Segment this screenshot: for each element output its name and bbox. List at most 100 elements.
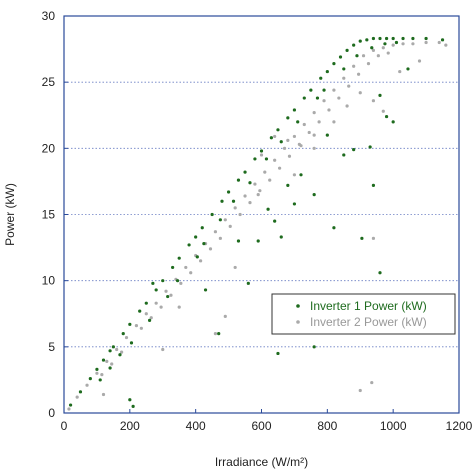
series-1-point [88, 376, 92, 381]
series-1-point [342, 153, 346, 157]
series-1-point [312, 345, 316, 349]
series-2-point [134, 324, 139, 328]
series-1-point [292, 108, 297, 112]
series-2-point [253, 182, 257, 186]
series-1-point [210, 212, 214, 217]
series-1-point [286, 183, 290, 187]
x-tick-label-400: 400 [186, 419, 206, 433]
series-2-point [332, 120, 336, 124]
series-1-point [371, 183, 376, 187]
series-2-point [278, 166, 282, 170]
series-inverter-2-points [67, 40, 448, 411]
series-2-point [371, 236, 376, 240]
series-1-point [129, 341, 134, 345]
legend-box [271, 293, 456, 335]
series-2-point [263, 170, 267, 174]
series-1-point [200, 226, 204, 230]
series-2-point [233, 206, 237, 210]
x-axis-label: Irradiance (W/m²) [215, 455, 308, 469]
series-1-point [269, 136, 273, 140]
series-2-point [259, 153, 264, 157]
series-1-point [322, 88, 326, 92]
series-2-point [302, 122, 306, 127]
series-1-point [195, 255, 199, 259]
series-1-point [248, 181, 252, 185]
series-1-point [111, 345, 115, 349]
series-2-point [256, 193, 260, 197]
series-1-point [384, 114, 389, 119]
series-1-point [128, 322, 132, 326]
series-2-point [228, 224, 232, 229]
series-1-point [325, 69, 329, 74]
series-2-point [124, 335, 129, 340]
series-1-point [411, 36, 415, 41]
y-tick-label-10: 10 [42, 274, 56, 288]
series-1-point [95, 367, 99, 371]
series-2-point [149, 316, 153, 320]
series-1-point [332, 62, 336, 66]
series-2-point [312, 146, 316, 150]
series-2-point [292, 134, 297, 139]
x-tick-label-800: 800 [317, 419, 337, 433]
legend-marker-inverter-2 [296, 320, 300, 324]
series-1-point [286, 116, 290, 120]
series-2-point [199, 259, 203, 263]
series-2-point [299, 144, 303, 148]
series-1-point [243, 170, 247, 174]
series-1-point [299, 173, 303, 177]
series-1-point [147, 318, 152, 322]
series-2-point [159, 305, 163, 309]
series-2-point [358, 91, 362, 95]
y-tick-label-25: 25 [42, 75, 56, 89]
series-1-point [338, 55, 343, 59]
series-2-point [317, 120, 321, 124]
series-1-point [264, 157, 269, 161]
series-2-point [238, 212, 242, 217]
series-1-point [166, 294, 170, 299]
series-2-point [361, 54, 366, 58]
series-1-point [319, 76, 323, 80]
series-2-point [208, 247, 213, 251]
x-axis-ticks: 0 200 400 600 800 1000 1200 [61, 409, 472, 433]
series-2-point [144, 312, 148, 316]
series-1-point [220, 199, 224, 203]
series-2-point [391, 43, 395, 47]
series-2-point [307, 130, 311, 135]
x-tick-label-600: 600 [251, 419, 271, 433]
series-2-point [273, 134, 277, 139]
series-2-point [381, 109, 385, 113]
series-1-point [98, 378, 102, 382]
x-tick-label-1000: 1000 [380, 419, 407, 433]
series-1-point [352, 148, 356, 152]
series-inverter-1-points [68, 36, 445, 408]
series-1-point [203, 288, 208, 292]
series-1-point [273, 219, 277, 223]
series-2-point [139, 326, 143, 330]
series-2-point [169, 293, 173, 297]
series-1-point [161, 279, 165, 283]
series-1-point [440, 38, 445, 42]
series-1-point [154, 288, 158, 292]
series-1-point [108, 366, 112, 370]
series-1-point [138, 309, 142, 313]
series-1-point [325, 133, 329, 137]
legend: Inverter 1 Power (kW) Inverter 2 Power (… [271, 293, 456, 335]
series-2-point [105, 359, 109, 363]
series-2-point [282, 146, 287, 150]
series-2-point [398, 69, 402, 74]
series-2-point [322, 99, 326, 103]
series-1-point [315, 96, 320, 100]
series-2-point [371, 48, 376, 53]
series-2-point [268, 178, 272, 182]
series-2-point [95, 371, 99, 375]
series-1-point [236, 239, 241, 243]
series-1-point [378, 36, 382, 41]
y-tick-label-0: 0 [48, 406, 55, 420]
series-2-point [401, 42, 405, 46]
series-1-point [370, 46, 374, 50]
series-2-point [177, 305, 181, 309]
series-1-point [391, 36, 395, 41]
series-1-point [276, 128, 280, 132]
series-1-point [355, 54, 359, 58]
series-2-point [286, 138, 290, 142]
